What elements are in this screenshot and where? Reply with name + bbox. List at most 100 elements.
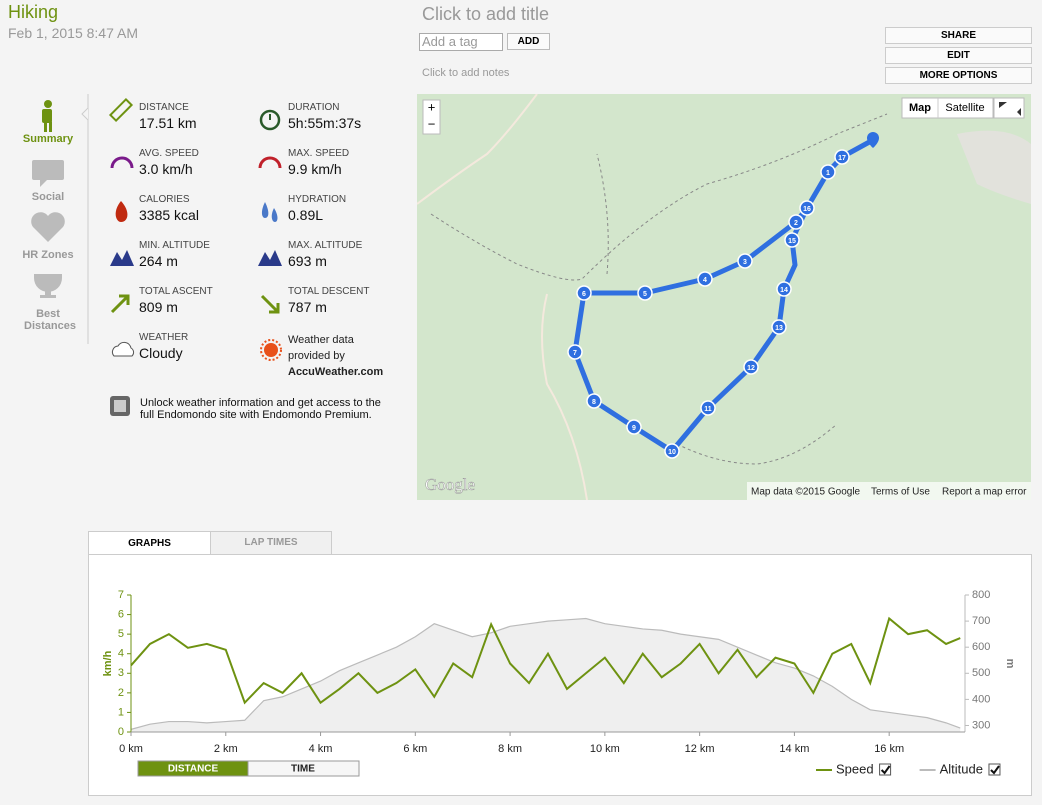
- y-tick-label: 4: [118, 648, 124, 660]
- stat-value: 787 m: [288, 299, 327, 315]
- more-options-button[interactable]: MORE OPTIONS: [885, 67, 1032, 84]
- marker-label: 13: [775, 325, 783, 332]
- activity-title: Hiking: [8, 2, 59, 22]
- map-data: Map data ©2015 Google: [751, 487, 861, 498]
- stat-label: WEATHER: [139, 332, 189, 343]
- marker-label: 12: [747, 365, 755, 372]
- weather-note: Weather data provided by AccuWeather.com: [288, 332, 383, 380]
- y2-tick-label: 700: [972, 615, 990, 627]
- stat-value: 17.51 km: [139, 115, 197, 131]
- route-marker: [820, 164, 836, 180]
- y-tick-label: 0: [118, 726, 124, 738]
- weather-note-link[interactable]: AccuWeather.com: [288, 366, 384, 378]
- marker-label: 17: [838, 155, 846, 162]
- route-marker: [771, 319, 787, 335]
- legend-checkbox[interactable]: [879, 763, 892, 776]
- terms-of-use: Terms of Use: [871, 487, 930, 498]
- y2-tick-label: 800: [972, 589, 990, 601]
- map-type-map[interactable]: Map: [909, 102, 931, 114]
- marker-label: 8: [592, 399, 596, 406]
- route-marker: [626, 419, 642, 435]
- nav-hr-zones[interactable]: HR Zones: [22, 249, 74, 261]
- toggle-label: TIME: [291, 764, 315, 775]
- route-marker: [799, 200, 815, 216]
- marker-label: 16: [803, 206, 811, 213]
- marker-label: 9: [632, 425, 636, 432]
- nav-social[interactable]: Social: [31, 191, 65, 203]
- title-input[interactable]: Click to add title: [422, 4, 550, 24]
- tab-graphs[interactable]: GRAPHS: [88, 531, 211, 556]
- nav-icons: [31, 94, 89, 344]
- x-tick-label: 12 km: [685, 743, 715, 755]
- marker-label: 4: [703, 277, 707, 284]
- edit-button[interactable]: EDIT: [885, 47, 1032, 64]
- y-axis-label: km/h: [102, 650, 114, 676]
- share-button[interactable]: SHARE: [885, 27, 1032, 44]
- route-marker: [776, 281, 792, 297]
- y-tick-label: 3: [118, 667, 124, 679]
- marker-label: 7: [573, 350, 577, 357]
- marker-label: 1: [826, 170, 830, 177]
- route-marker: [788, 214, 804, 230]
- y-tick-label: 6: [118, 608, 124, 620]
- legend-label: Altitude: [940, 761, 983, 776]
- google-logo: Google: [425, 475, 475, 494]
- x-tick-label: 6 km: [403, 743, 427, 755]
- weather-note-line: provided by: [288, 350, 345, 362]
- stat-label: MIN. ALTITUDE: [139, 240, 210, 251]
- route-marker: [576, 285, 592, 301]
- stat-label: CALORIES: [139, 194, 190, 205]
- altitude-line: [130, 617, 961, 730]
- speed-line: [130, 616, 961, 705]
- toggle-time[interactable]: [247, 760, 360, 777]
- route-marker: [784, 232, 800, 248]
- marker-label: 2: [794, 220, 798, 227]
- nav-summary[interactable]: Summary: [22, 133, 74, 145]
- marker-label: 15: [788, 238, 796, 245]
- stat-label: MAX. SPEED: [288, 148, 350, 159]
- route-marker: [743, 359, 759, 375]
- zoom-in[interactable]: +: [428, 99, 436, 114]
- stat-value: 0.89L: [288, 207, 324, 223]
- nav-best-distances[interactable]: Best Distances: [24, 308, 76, 332]
- report-map-error: Report a map error: [942, 487, 1027, 498]
- x-tick-label: 4 km: [309, 743, 333, 755]
- x-tick-label: 14 km: [779, 743, 809, 755]
- marker-label: 11: [704, 406, 712, 413]
- stat-label: MAX. ALTITUDE: [288, 240, 363, 251]
- stat-value: 693 m: [288, 253, 327, 269]
- route-marker: [567, 344, 583, 360]
- y2-tick-label: 300: [972, 719, 990, 731]
- stat-value: 5h:55m:37s: [288, 115, 362, 131]
- route-marker: [664, 443, 680, 459]
- checkmark: [880, 765, 891, 775]
- route-marker: [737, 253, 753, 269]
- notes-input[interactable]: Click to add notes: [422, 67, 510, 79]
- stat-label: AVG. SPEED: [139, 148, 199, 159]
- tab-lap-times[interactable]: LAP TIMES: [210, 531, 332, 555]
- y2-tick-label: 500: [972, 667, 990, 679]
- tag-input[interactable]: Add a tag: [419, 33, 503, 51]
- route-marker: [697, 271, 713, 287]
- zoom-out[interactable]: −: [428, 116, 436, 131]
- marker-label: 6: [582, 291, 586, 298]
- weather-note-line: Weather data: [288, 334, 354, 346]
- x-tick-label: 8 km: [498, 743, 522, 755]
- add-button[interactable]: ADD: [507, 33, 550, 50]
- x-tick-label: 0 km: [119, 743, 143, 755]
- altitude-area: [131, 618, 961, 732]
- legend-checkbox[interactable]: [988, 763, 1001, 776]
- legend-label: Speed: [836, 761, 874, 776]
- route-marker: [700, 400, 716, 416]
- stat-value: 3385 kcal: [139, 207, 199, 223]
- y-tick-label: 5: [118, 628, 124, 640]
- y-tick-label: 2: [118, 687, 124, 699]
- stat-value: 9.9 km/h: [288, 161, 342, 177]
- toggle-label: DISTANCE: [168, 764, 219, 775]
- stat-label: TOTAL ASCENT: [139, 286, 213, 297]
- map-type-satellite[interactable]: Satellite: [945, 102, 984, 114]
- y2-tick-label: 400: [972, 693, 990, 705]
- stat-label: DURATION: [288, 102, 340, 113]
